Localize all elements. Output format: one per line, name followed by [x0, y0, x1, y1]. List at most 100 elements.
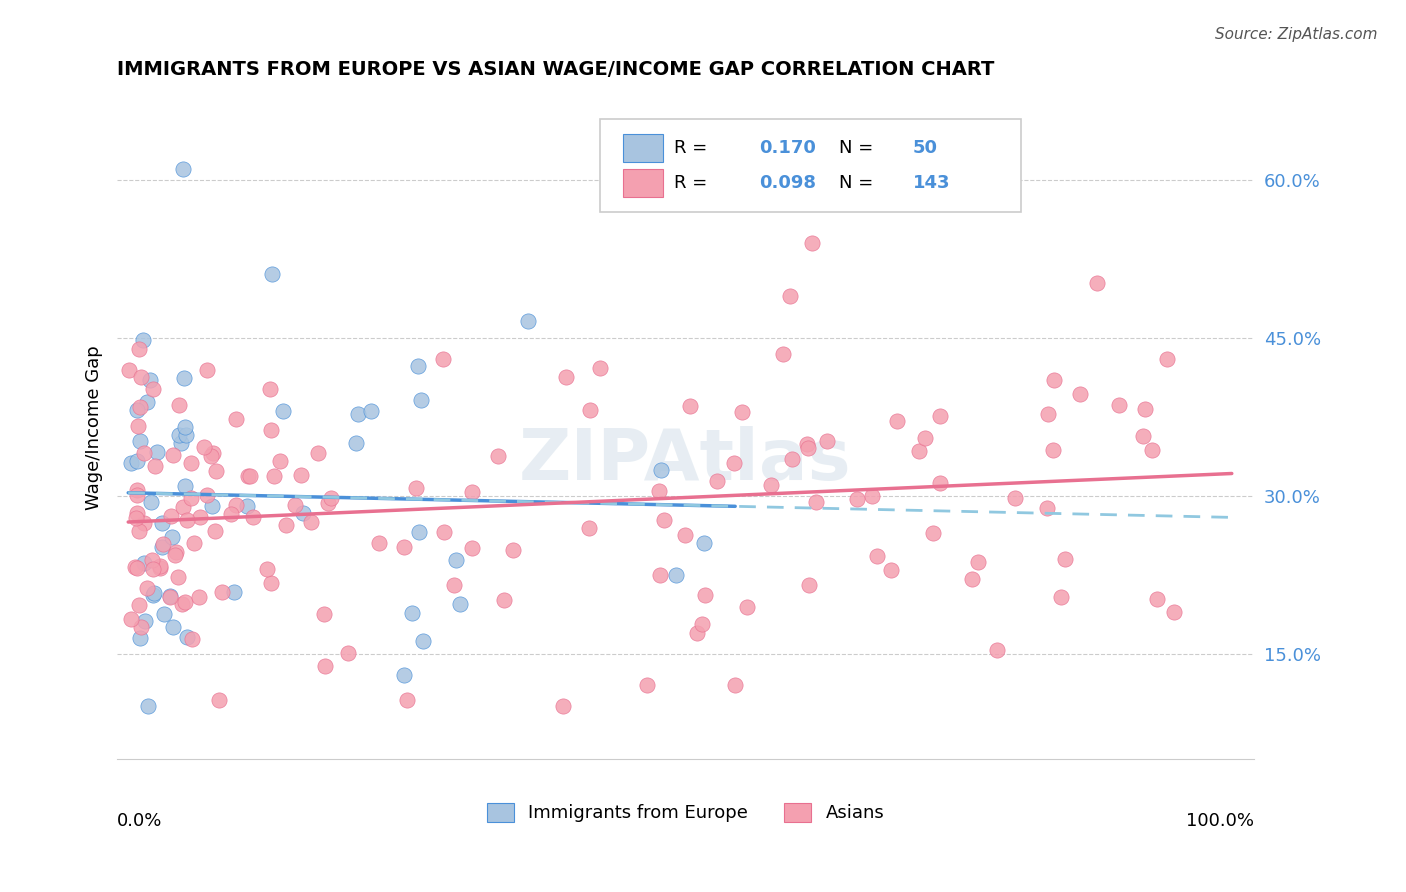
Immigrants from Europe: [392, 667, 415, 681]
Immigrants from Europe: [174, 478, 197, 492]
Asians: [966, 555, 988, 569]
Asians: [679, 399, 702, 413]
Asians: [1043, 373, 1066, 387]
Asians: [239, 469, 262, 483]
Asians: [647, 484, 669, 499]
Text: R =: R =: [673, 139, 713, 157]
Asians: [195, 363, 218, 377]
Asians: [1087, 276, 1109, 290]
Asians: [125, 510, 148, 524]
Asians: [782, 452, 804, 467]
Asians: [263, 468, 285, 483]
Asians: [160, 509, 183, 524]
Asians: [290, 467, 312, 482]
Asians: [174, 595, 197, 609]
Asians: [136, 581, 159, 595]
Asians: [176, 513, 198, 527]
Immigrants from Europe: [201, 499, 224, 513]
Text: N =: N =: [839, 139, 879, 157]
Y-axis label: Wage/Income Gap: Wage/Income Gap: [86, 345, 103, 509]
Immigrants from Europe: [173, 371, 195, 385]
Asians: [1069, 387, 1091, 401]
Asians: [149, 558, 172, 573]
Asians: [128, 400, 150, 414]
Asians: [141, 553, 163, 567]
Asians: [1142, 442, 1164, 457]
Immigrants from Europe: [650, 463, 672, 477]
Asians: [128, 343, 150, 357]
Asians: [673, 528, 696, 542]
Asians: [723, 457, 745, 471]
Asians: [127, 561, 149, 575]
Text: 0.0%: 0.0%: [117, 812, 163, 830]
Asians: [432, 352, 454, 367]
Immigrants from Europe: [444, 553, 467, 567]
Immigrants from Europe: [139, 494, 162, 508]
Asians: [578, 521, 600, 535]
Asians: [314, 658, 336, 673]
Text: 0.098: 0.098: [759, 174, 817, 192]
Immigrants from Europe: [146, 445, 169, 459]
Asians: [759, 477, 782, 491]
Immigrants from Europe: [141, 588, 163, 602]
Bar: [623, 169, 662, 197]
Asians: [159, 590, 181, 604]
Asians: [737, 600, 759, 615]
Asians: [284, 498, 307, 512]
Immigrants from Europe: [665, 568, 688, 582]
Asians: [690, 617, 713, 632]
Asians: [183, 536, 205, 550]
Asians: [125, 483, 148, 497]
Immigrants from Europe: [516, 313, 538, 327]
Immigrants from Europe: [172, 162, 194, 177]
Asians: [394, 540, 416, 554]
Text: IMMIGRANTS FROM EUROPE VS ASIAN WAGE/INCOME GAP CORRELATION CHART: IMMIGRANTS FROM EUROPE VS ASIAN WAGE/INC…: [117, 60, 994, 78]
Asians: [796, 441, 818, 455]
Immigrants from Europe: [134, 614, 156, 628]
Asians: [589, 361, 612, 376]
Immigrants from Europe: [412, 633, 434, 648]
Asians: [201, 446, 224, 460]
Immigrants from Europe: [260, 268, 283, 282]
Asians: [120, 612, 142, 626]
Asians: [299, 515, 322, 529]
Immigrants from Europe: [142, 586, 165, 600]
Text: 50: 50: [912, 139, 938, 157]
Asians: [652, 513, 675, 527]
Asians: [797, 578, 820, 592]
Immigrants from Europe: [401, 606, 423, 620]
Asians: [200, 449, 222, 463]
Asians: [204, 464, 226, 478]
Bar: [623, 134, 662, 161]
Immigrants from Europe: [291, 506, 314, 520]
Immigrants from Europe: [128, 434, 150, 449]
Asians: [1004, 491, 1026, 505]
Asians: [461, 541, 484, 556]
Immigrants from Europe: [139, 373, 162, 387]
Asians: [124, 560, 146, 574]
Immigrants from Europe: [173, 420, 195, 434]
Asians: [907, 444, 929, 458]
Asians: [806, 494, 828, 508]
Immigrants from Europe: [152, 607, 174, 622]
Asians: [772, 347, 794, 361]
Asians: [336, 646, 359, 660]
Asians: [460, 485, 482, 500]
Asians: [129, 370, 152, 384]
Immigrants from Europe: [176, 630, 198, 644]
Asians: [172, 598, 194, 612]
Asians: [162, 448, 184, 462]
Asians: [866, 549, 889, 564]
Immigrants from Europe: [174, 428, 197, 442]
Asians: [169, 398, 191, 412]
Asians: [443, 578, 465, 592]
Asians: [960, 573, 983, 587]
Asians: [274, 517, 297, 532]
Asians: [405, 481, 427, 495]
Asians: [128, 598, 150, 612]
Immigrants from Europe: [160, 530, 183, 544]
Immigrants from Europe: [449, 597, 471, 611]
Asians: [880, 563, 903, 577]
Asians: [208, 693, 231, 707]
Immigrants from Europe: [408, 359, 430, 373]
